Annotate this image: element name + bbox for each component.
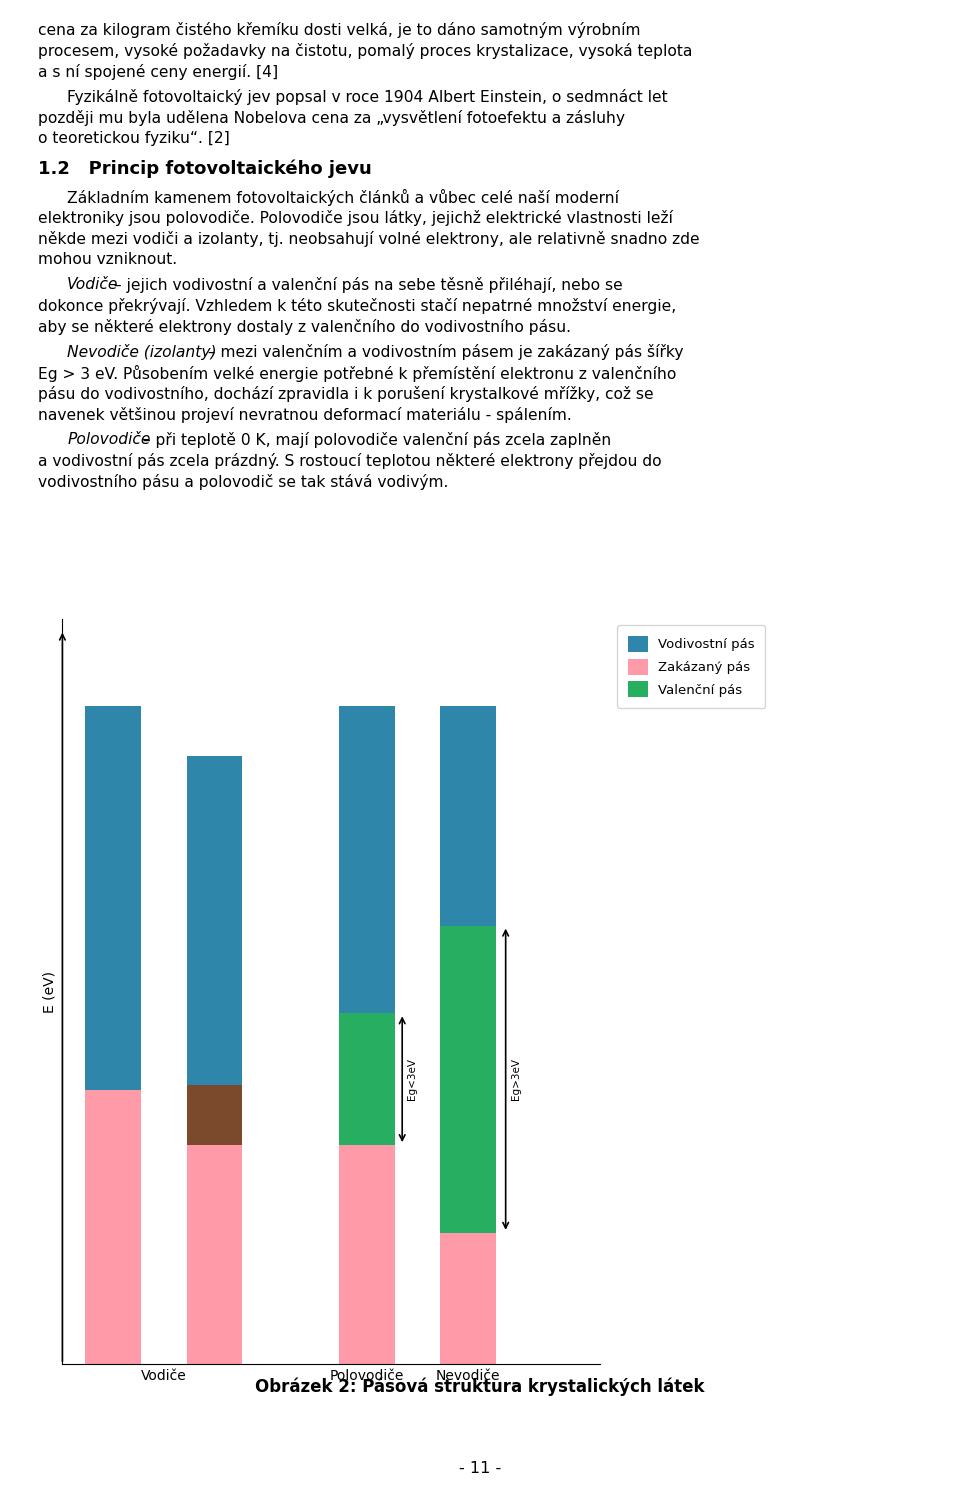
Text: Polovodiče: Polovodiče xyxy=(67,432,151,447)
Text: Eg>3eV: Eg>3eV xyxy=(511,1059,520,1100)
Text: Fyzikálně fotovoltaický jev popsal v roce 1904 Albert Einstein, o sedmnáct let: Fyzikálně fotovoltaický jev popsal v roc… xyxy=(67,89,668,106)
Bar xyxy=(186,1145,243,1364)
Text: – mezi valenčním a vodivostním pásem je zakázaný pás šířky: – mezi valenčním a vodivostním pásem je … xyxy=(203,344,684,361)
Text: aby se některé elektrony dostaly z valenčního do vodivostního pásu.: aby se některé elektrony dostaly z valen… xyxy=(38,319,571,335)
Text: vodivostního pásu a polovodič se tak stává vodivým.: vodivostního pásu a polovodič se tak stá… xyxy=(38,474,448,491)
Bar xyxy=(339,707,395,1014)
Text: procesem, vysoké požadavky na čistotu, pomalý proces krystalizace, vysoká teplot: procesem, vysoké požadavky na čistotu, p… xyxy=(38,43,693,60)
Text: navenek většinou projeví nevratnou deformací materiálu - spálením.: navenek většinou projeví nevratnou defor… xyxy=(38,407,572,423)
Bar xyxy=(85,707,141,1090)
Text: elektroniky jsou polovodiče. Polovodiče jsou látky, jejichž elektrické vlastnost: elektroniky jsou polovodiče. Polovodiče … xyxy=(38,210,673,227)
Legend: Vodivostní pás, Zakázaný pás, Valenční pás: Vodivostní pás, Zakázaný pás, Valenční p… xyxy=(617,625,765,708)
Text: - 11 -: - 11 - xyxy=(459,1461,501,1476)
Bar xyxy=(339,1145,395,1364)
Text: Eg<3eV: Eg<3eV xyxy=(407,1059,418,1100)
Text: Vodiče: Vodiče xyxy=(67,277,119,292)
Text: – jejich vodivostní a valenční pás na sebe těsně přiléhají, nebo se: – jejich vodivostní a valenční pás na se… xyxy=(109,277,623,294)
Bar xyxy=(339,1014,395,1145)
Text: Eg > 3 eV. Působením velké energie potřebné k přemístění elektronu z valenčního: Eg > 3 eV. Působením velké energie potře… xyxy=(38,365,677,382)
Text: Základním kamenem fotovoltaických článků a vůbec celé naší moderní: Základním kamenem fotovoltaických článků… xyxy=(67,189,619,206)
Text: a s ní spojené ceny energií. [4]: a s ní spojené ceny energií. [4] xyxy=(38,64,278,81)
Text: cena za kilogram čistého křemíku dosti velká, je to dáno samotným výrobním: cena za kilogram čistého křemíku dosti v… xyxy=(38,22,641,39)
Bar xyxy=(186,1035,243,1145)
Text: Nevodiče (izolanty): Nevodiče (izolanty) xyxy=(67,344,217,361)
Bar xyxy=(441,926,496,1233)
Bar xyxy=(186,756,243,1085)
Bar xyxy=(85,1090,141,1364)
Text: někde mezi vodiči a izolanty, tj. neobsahují volné elektrony, ale relativně snad: někde mezi vodiči a izolanty, tj. neobsa… xyxy=(38,231,700,248)
Bar xyxy=(441,1233,496,1364)
Bar xyxy=(441,707,496,926)
Text: Obrázek 2: Pásová struktura krystalických látek: Obrázek 2: Pásová struktura krystalickýc… xyxy=(255,1378,705,1396)
Text: o teoretickou fyziku“. [2]: o teoretickou fyziku“. [2] xyxy=(38,131,230,146)
Text: později mu byla udělena Nobelova cena za „vysvětlení fotoefektu a zásluhy: později mu byla udělena Nobelova cena za… xyxy=(38,110,625,127)
Text: mohou vzniknout.: mohou vzniknout. xyxy=(38,252,178,267)
Text: a vodivostní pás zcela prázdný. S rostoucí teplotou některé elektrony přejdou do: a vodivostní pás zcela prázdný. S rostou… xyxy=(38,453,662,470)
Text: pásu do vodivostního, dochází zpravidla i k porušení krystalkové mřížky, což se: pásu do vodivostního, dochází zpravidla … xyxy=(38,386,654,403)
Y-axis label: E (eV): E (eV) xyxy=(43,971,57,1012)
Text: dokonce překrývají. Vzhledem k této skutečnosti stačí nepatrné množství energie,: dokonce překrývají. Vzhledem k této skut… xyxy=(38,298,677,315)
Text: 1.2   Princip fotovoltaického jevu: 1.2 Princip fotovoltaického jevu xyxy=(38,160,372,177)
Text: – při teplotě 0 K, mají polovodiče valenční pás zcela zaplněn: – při teplotě 0 K, mají polovodiče valen… xyxy=(138,432,612,449)
